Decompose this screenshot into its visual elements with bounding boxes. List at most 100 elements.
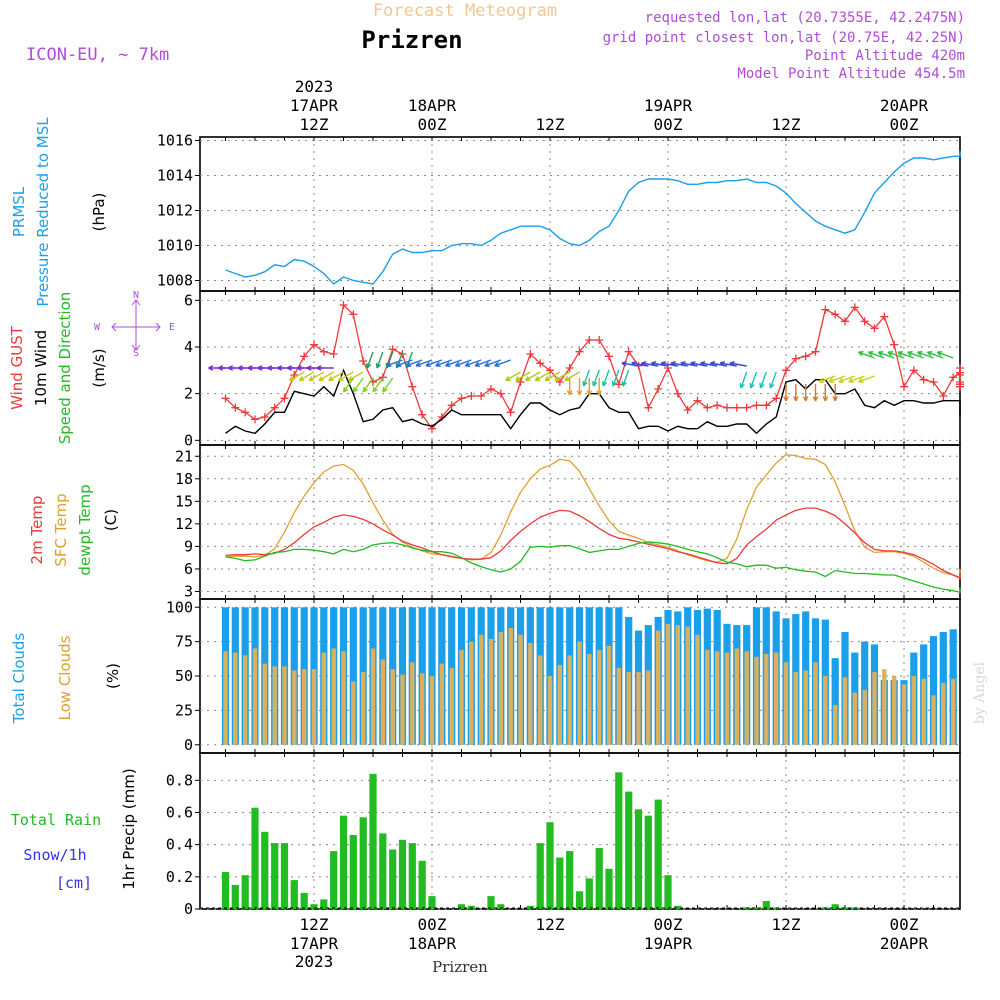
temp-label-dewpt: dewpt Temp	[76, 484, 94, 575]
ytick-label: 1008	[157, 272, 193, 290]
header-model: ICON-EU, ~ 7km	[26, 45, 169, 65]
temp-label-unit: (C)	[102, 509, 120, 531]
low-cloud-bar	[951, 678, 956, 745]
gust-marker	[900, 382, 908, 391]
low-cloud-bar	[400, 674, 405, 745]
rain-bar	[625, 791, 633, 909]
compass-s: S	[133, 348, 139, 359]
precip-label-rain: Total Rain	[11, 811, 101, 829]
rain-bar	[585, 878, 593, 909]
gust-marker	[329, 350, 338, 358]
wind-arrow	[936, 351, 954, 359]
rain-bar	[674, 905, 682, 909]
bottom-time-label: 17APR	[290, 934, 339, 953]
top-time-label: 2023	[295, 77, 334, 96]
low-cloud-bar	[793, 671, 798, 745]
gust-marker	[693, 396, 702, 405]
low-cloud-bar	[616, 667, 621, 745]
wind-arrow	[828, 375, 846, 383]
wind-arrow	[372, 377, 384, 393]
wind-arrow	[474, 359, 492, 367]
precip-label-snow: Snow/1h	[23, 846, 86, 864]
low-cloud-bar	[302, 669, 307, 745]
ytick-label: 1012	[157, 202, 193, 220]
low-cloud-bar	[587, 654, 592, 745]
rain-bar	[752, 907, 761, 909]
wind-arrow	[435, 359, 452, 367]
gust-marker	[850, 303, 859, 312]
low-cloud-bar	[813, 662, 818, 745]
gust-marker	[349, 310, 358, 319]
gust-marker	[713, 401, 722, 410]
low-cloud-bar	[626, 671, 631, 745]
rain-bar	[595, 847, 603, 909]
wind-arrow	[444, 359, 462, 367]
wind-arrow	[793, 384, 799, 402]
top-time-label: 18APR	[408, 96, 457, 115]
gust-marker	[408, 382, 417, 391]
wind-label-dir: Speed and Direction	[56, 292, 74, 445]
top-time-label: 00Z	[890, 115, 919, 134]
low-cloud-bar	[744, 651, 749, 745]
ytick-label: 6	[184, 560, 193, 578]
low-cloud-bar	[518, 634, 523, 745]
low-cloud-bar	[901, 684, 907, 745]
temp-label-2m: 2m Temp	[28, 496, 46, 565]
low-cloud-bar	[941, 682, 946, 745]
wind-arrow	[592, 369, 600, 387]
wind-arrow	[749, 371, 758, 389]
wind-arrow	[366, 351, 374, 369]
low-cloud-bar	[833, 704, 838, 745]
low-cloud-bar	[774, 652, 779, 745]
low-cloud-bar	[823, 676, 828, 745]
gust-marker	[506, 408, 515, 417]
low-cloud-bar	[911, 676, 916, 745]
bottom-time-label: 2023	[295, 952, 334, 971]
ytick-label: 100	[166, 598, 193, 616]
clouds-label-low: Low Clouds	[56, 635, 74, 720]
ytick-label: 0	[184, 736, 193, 754]
grid-lines	[200, 137, 960, 910]
rain-bar	[546, 822, 554, 909]
rain-bar	[251, 807, 259, 909]
wind-arrow	[602, 369, 610, 387]
low-cloud-bar	[597, 649, 602, 745]
wind-arrow	[405, 359, 423, 367]
rain-bar	[369, 773, 377, 909]
wind-arrow	[596, 378, 602, 396]
wind-arrow	[362, 377, 374, 393]
low-cloud-bar	[528, 643, 533, 745]
top-time-label: 20APR	[880, 96, 929, 115]
gust-marker	[909, 366, 918, 375]
ytick-label: 4	[184, 338, 193, 356]
rain-bar	[221, 872, 230, 909]
wind-arrow	[857, 375, 875, 383]
rain-bar	[467, 905, 475, 909]
pressure-line	[225, 151, 961, 285]
rain-bar	[831, 904, 839, 909]
gust-marker	[654, 385, 663, 393]
gust-marker	[300, 352, 309, 361]
gust-marker	[585, 336, 594, 344]
low-cloud-bar	[361, 671, 366, 745]
gust-marker	[683, 406, 692, 414]
gust-marker	[762, 401, 771, 410]
rain-bar	[389, 849, 397, 909]
compass-e: E	[169, 322, 175, 333]
ytick-label: 0	[184, 431, 193, 449]
wind-arrow	[818, 375, 836, 383]
temp-panel	[225, 454, 961, 594]
clouds-label-unit: (%)	[104, 663, 122, 689]
header-title: Forecast Meteogram	[373, 1, 557, 21]
ytick-label: 2	[184, 385, 193, 403]
low-cloud-bar	[262, 663, 267, 745]
gust-marker	[467, 392, 476, 400]
wind-arrow	[887, 351, 905, 359]
low-cloud-bar	[665, 623, 671, 745]
rain-bar	[634, 809, 643, 909]
low-cloud-bar	[695, 634, 700, 745]
low-cloud-bar	[498, 632, 503, 745]
gust-marker	[536, 359, 545, 368]
